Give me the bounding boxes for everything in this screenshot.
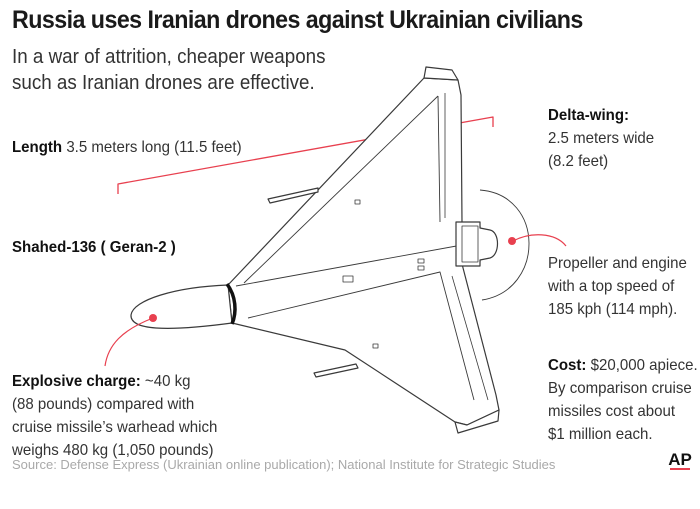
- subtitle: In a war of attrition, cheaper weapons s…: [12, 44, 326, 96]
- ap-logo-text: AP: [668, 450, 692, 469]
- propeller-line-3: 185 kph (114 mph).: [548, 301, 678, 318]
- cost-line-2: By comparison cruise: [548, 380, 692, 397]
- propeller-line-2: with a top speed of: [548, 278, 675, 295]
- explosive-line-1: ~40 kg: [144, 373, 191, 390]
- propeller-line-1: Propeller and engine: [548, 255, 687, 272]
- propeller-label: Propeller and engine with a top speed of…: [548, 252, 687, 321]
- wing-flap-lines: [444, 93, 489, 401]
- subtitle-line-2: such as Iranian drones are effective.: [12, 72, 315, 94]
- explosive-label: Explosive charge: ~40 kg (88 pounds) com…: [12, 370, 217, 462]
- delta-wing-label: Delta-wing: 2.5 meters wide (8.2 feet): [548, 104, 654, 173]
- propeller-arc: [479, 189, 530, 301]
- length-label-text: 3.5 meters long (11.5 feet): [66, 139, 242, 156]
- source-note: Source: Defense Express (Ukrainian onlin…: [12, 457, 556, 472]
- page-title: Russia uses Iranian drones against Ukrai…: [12, 6, 583, 34]
- explosive-line-4: weighs 480 kg (1,050 pounds): [12, 442, 214, 459]
- explosive-leader: [104, 317, 154, 367]
- cost-label: Cost: $20,000 apiece. By comparison crui…: [548, 354, 698, 446]
- cost-line-1: $20,000 apiece.: [590, 357, 698, 374]
- wing-center-line: [235, 244, 463, 287]
- nose-band: [225, 282, 237, 325]
- wing-detail-lines: [243, 95, 475, 401]
- model-label: Shahed-136 ( Geran-2 ): [12, 236, 176, 259]
- cost-line-3: missiles cost about: [548, 403, 676, 420]
- panel-detail: [342, 275, 354, 283]
- explosive-line-3: cruise missile’s warhead which: [12, 419, 218, 436]
- canard-top: [267, 187, 319, 204]
- explosive-title: Explosive charge:: [12, 373, 141, 390]
- panel-detail: [417, 265, 425, 271]
- model-name: Shahed-136 ( Geran-2 ): [12, 239, 176, 256]
- propeller-dot: [508, 237, 516, 245]
- drone-nose: [130, 284, 233, 329]
- cost-line-4: $1 million each.: [548, 426, 653, 443]
- delta-wing-line-2: (8.2 feet): [548, 153, 609, 170]
- length-label-title: Length: [12, 139, 63, 156]
- length-dimension-line: [117, 116, 494, 194]
- subtitle-line-1: In a war of attrition, cheaper weapons: [12, 46, 326, 68]
- panel-detail: [354, 199, 361, 205]
- explosive-dot: [149, 314, 157, 322]
- panel-detail: [372, 343, 379, 349]
- engine-block: [455, 221, 499, 267]
- winglet-bottom: [454, 409, 500, 434]
- propeller-leader: [512, 234, 567, 247]
- explosive-line-2: (88 pounds) compared with: [12, 396, 195, 413]
- panel-detail: [417, 258, 425, 264]
- ap-logo: AP: [666, 446, 694, 474]
- ap-logo-underline: [670, 468, 690, 470]
- cost-title: Cost:: [548, 357, 587, 374]
- winglet-top: [423, 66, 459, 81]
- length-label: Length 3.5 meters long (11.5 feet): [12, 136, 242, 159]
- delta-wing-title: Delta-wing:: [548, 107, 630, 124]
- engine-inner: [461, 225, 479, 263]
- canard-bottom: [313, 363, 359, 378]
- delta-wing-line-1: 2.5 meters wide: [548, 130, 655, 147]
